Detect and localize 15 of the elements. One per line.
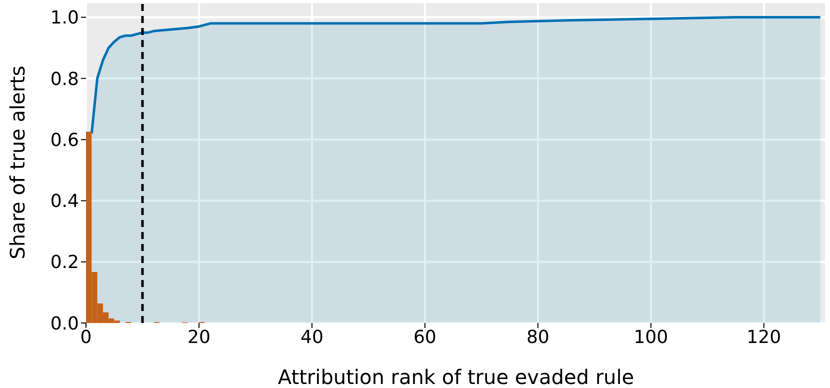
- y-tick-label: 0.8: [50, 68, 79, 90]
- y-tick-label: 0.2: [50, 252, 79, 274]
- x-tick-label: 0: [80, 326, 92, 348]
- x-tick-label: 100: [634, 326, 668, 348]
- x-axis-title: Attribution rank of true evaded rule: [278, 365, 634, 388]
- y-tick-label: 0.4: [50, 191, 79, 212]
- x-tick-label: 80: [526, 326, 550, 348]
- y-tick-label: 0.6: [50, 130, 79, 151]
- y-axis-title: Share of true alerts: [5, 66, 30, 260]
- x-tick-label: 60: [413, 326, 436, 348]
- x-tick-label: 120: [746, 326, 782, 348]
- y-tick-label: 0.0: [50, 313, 79, 334]
- y-tick-label: 1.0: [50, 8, 79, 29]
- x-tick-label: 40: [300, 326, 324, 348]
- x-tick-label: 20: [188, 326, 210, 348]
